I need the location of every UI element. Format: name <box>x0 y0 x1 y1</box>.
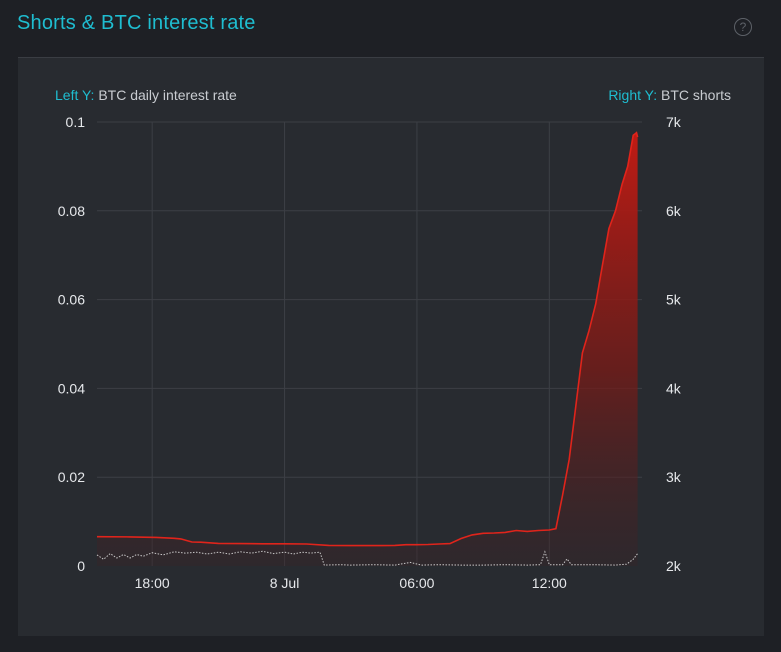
y-right-tick-label: 5k <box>666 292 682 308</box>
panel-title: Shorts & BTC interest rate <box>17 12 256 34</box>
chart-card: Left Y: BTC daily interest rate Right Y:… <box>18 57 764 636</box>
y-left-tick-label: 0.08 <box>58 203 85 219</box>
x-tick-label: 12:00 <box>532 575 567 591</box>
y-left-tick-label: 0.04 <box>58 380 85 396</box>
x-tick-label: 06:00 <box>399 575 434 591</box>
x-tick-label: 8 Jul <box>270 575 300 591</box>
x-tick-label: 18:00 <box>135 575 170 591</box>
shorts-area <box>97 132 638 566</box>
y-left-tick-label: 0.1 <box>66 114 86 130</box>
right-axis-caption: Right Y: BTC shorts <box>608 87 731 103</box>
y-right-tick-label: 6k <box>666 203 682 219</box>
interest-rate-line <box>96 550 638 566</box>
left-axis-value: BTC daily interest rate <box>98 87 237 103</box>
y-right-tick-label: 7k <box>666 114 682 130</box>
y-right-tick-label: 3k <box>666 469 682 485</box>
right-axis-key: Right Y: <box>608 87 658 103</box>
question-circle-icon[interactable]: ? <box>734 18 752 36</box>
shorts-line <box>96 131 639 547</box>
y-left-tick-label: 0 <box>77 558 85 574</box>
right-axis-value: BTC shorts <box>660 87 731 103</box>
left-axis-caption: Left Y: BTC daily interest rate <box>55 87 237 103</box>
y-right-tick-label: 2k <box>666 558 682 574</box>
y-right-tick-label: 4k <box>666 380 682 396</box>
left-axis-key: Left Y: <box>55 87 95 103</box>
y-left-tick-label: 0.02 <box>58 469 85 485</box>
chart-plot: 0 0.02 0.04 0.06 0.08 0.1 2k 3k 4k 5k 6k 7k 18:00 8 J… <box>58 114 682 591</box>
y-left-tick-label: 0.06 <box>58 292 85 308</box>
